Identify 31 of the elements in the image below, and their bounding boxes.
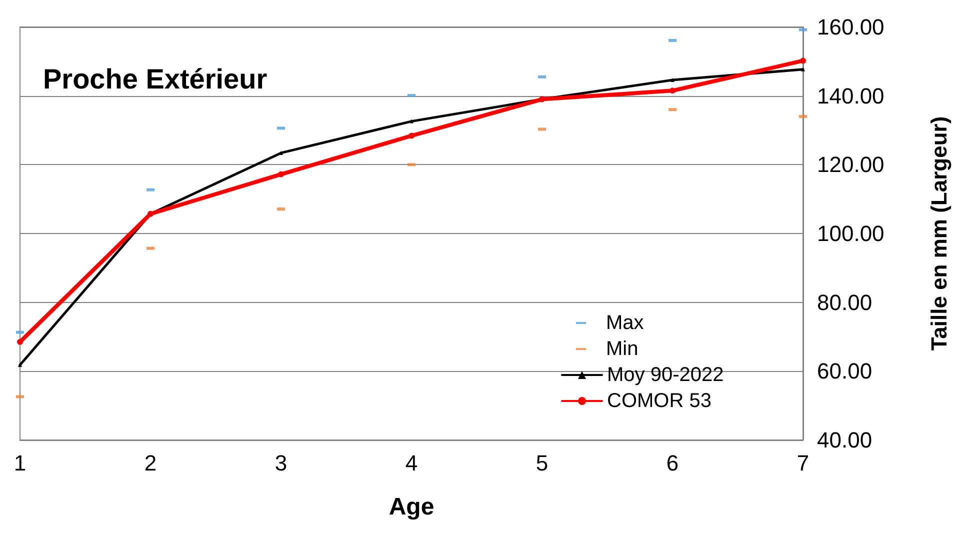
- y-axis-title: Taille en mm (Largeur): [926, 116, 952, 351]
- x-tick-label: 3: [274, 450, 288, 476]
- y-tick-label: 100.00: [817, 221, 884, 246]
- x-tick-label: 7: [796, 450, 810, 476]
- legend-label: Min: [606, 338, 638, 360]
- text: Proche Extérieur: [43, 64, 268, 94]
- x-tick-label: 2: [144, 450, 157, 476]
- legend-label: Moy 90-2022: [607, 364, 724, 386]
- point: [408, 132, 414, 139]
- point: [17, 338, 23, 345]
- y-tick-label: 140.00: [817, 83, 884, 108]
- y-tick-label: 80.00: [817, 290, 872, 315]
- point: [670, 78, 674, 82]
- y-tick-label: 120.00: [817, 152, 884, 178]
- point: [801, 67, 805, 72]
- x-tick-label: 6: [666, 450, 679, 476]
- point: [279, 150, 283, 155]
- legend-label: COMOR 53: [607, 390, 712, 412]
- point: [410, 119, 414, 124]
- y-tick-label: 160.00: [817, 14, 884, 40]
- point: [278, 171, 284, 178]
- point: [670, 88, 676, 94]
- point: [18, 362, 22, 367]
- x-tick-label: 1: [14, 450, 26, 476]
- x-axis-title: Age: [388, 494, 434, 520]
- x-tick-label: 5: [536, 450, 548, 476]
- legend-label: Max: [606, 312, 644, 334]
- point: [800, 58, 806, 64]
- y-tick-label: 60.00: [817, 358, 872, 384]
- x-tick-label: 4: [405, 450, 418, 476]
- y-tick-label: 40.00: [817, 428, 872, 452]
